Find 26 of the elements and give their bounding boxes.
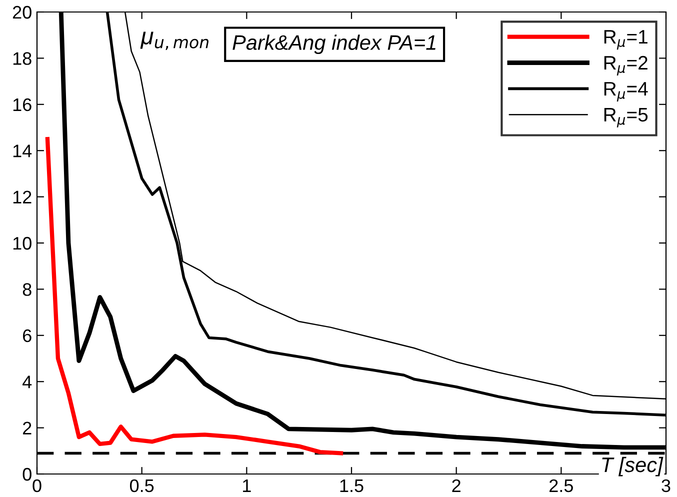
y-tick-label: 2 [23, 422, 32, 434]
y-tick-label: 10 [13, 236, 32, 250]
legend-label: R$_{μ}$=1 [604, 30, 648, 50]
x-tick-label: 1 [243, 480, 251, 492]
legend-label: R$_{μ}$=2 [604, 56, 648, 76]
y-tick-label: 20 [12, 6, 32, 19]
y-tick-label: 12 [13, 190, 32, 204]
x-tick-label: 0 [32, 479, 42, 492]
y-tick-label: 14 [13, 144, 32, 158]
legend-label: R$_{μ}$=5 [604, 108, 648, 128]
x-tick-label: 2 [452, 479, 460, 492]
annotation: μ$_{u,mon}$ [140, 32, 208, 50]
legend-label: R$_{μ}$=4 [604, 82, 648, 102]
y-tick-label: 6 [23, 329, 32, 342]
y-tick-label: 18 [13, 52, 32, 65]
x-tick-label: 0.5 [130, 479, 154, 492]
x-tick-label: 1.5 [340, 480, 364, 492]
y-tick-label: 16 [13, 98, 32, 112]
x-tick-label: 3 [662, 479, 670, 492]
x-axis-title: T [sec] [602, 456, 664, 476]
y-tick-label: 4 [22, 376, 32, 388]
line-series [45, 136, 344, 456]
annotation: Park&Ang index PA=1 [232, 34, 436, 54]
y-tick-label: 8 [22, 283, 32, 296]
y-tick-label: 0 [22, 468, 32, 481]
x-tick-label: 2.5 [550, 479, 573, 492]
